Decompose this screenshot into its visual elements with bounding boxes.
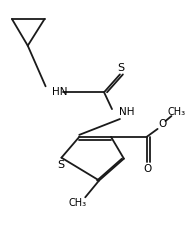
Text: CH₃: CH₃ (68, 198, 86, 208)
Text: S: S (57, 160, 64, 170)
Text: S: S (117, 63, 125, 74)
Text: O: O (144, 164, 152, 174)
Text: O: O (158, 119, 167, 129)
Text: CH₃: CH₃ (167, 107, 186, 117)
Text: NH: NH (119, 107, 134, 117)
Text: HN: HN (52, 87, 67, 97)
